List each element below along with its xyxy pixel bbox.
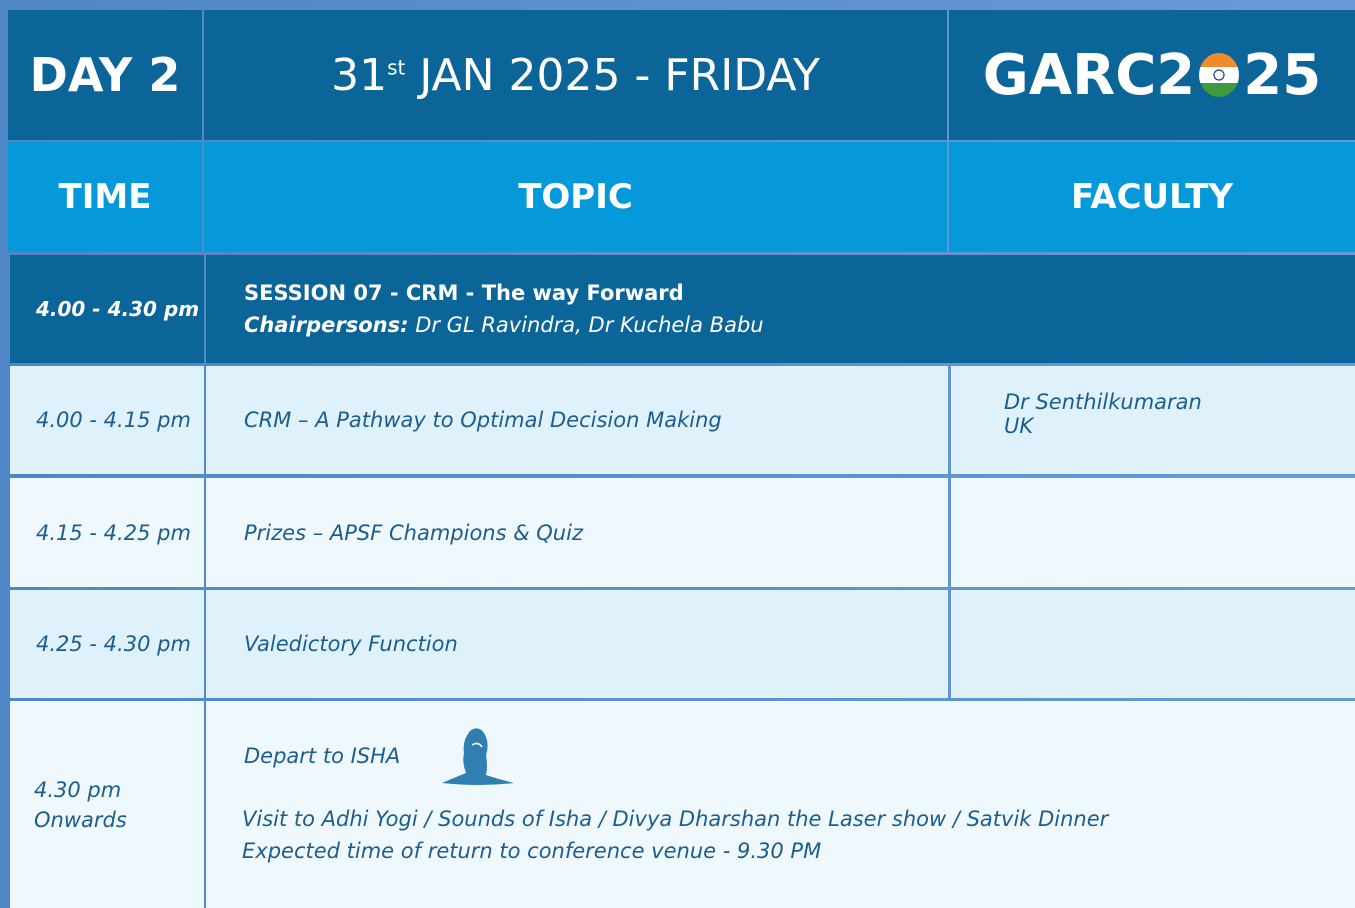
col-head: TIME bbox=[8, 142, 202, 252]
faculty: Dr Senthilkumaran bbox=[1004, 390, 1202, 414]
topic-cell: CRM – A Pathway to Optimal Decision Maki… bbox=[206, 366, 948, 474]
time: 4.00 - 4.15 pm bbox=[36, 408, 191, 432]
chair-label: Chairpersons: bbox=[244, 313, 409, 337]
col-head: FACULTY bbox=[949, 142, 1355, 252]
logo-right: 25 bbox=[1243, 42, 1322, 108]
line: Visit to Adhi Yogi / Sounds of Isha / Di… bbox=[242, 807, 1109, 831]
topic: Prizes – APSF Champions & Quiz bbox=[244, 520, 583, 545]
topic: CRM – A Pathway to Optimal Decision Maki… bbox=[244, 408, 722, 432]
day-cell: DAY 2 bbox=[8, 10, 202, 140]
logo-cell: GARC2 25 bbox=[949, 10, 1355, 140]
time-cell: 4.25 - 4.30 pm bbox=[10, 590, 204, 698]
logo-left: GARC2 bbox=[982, 42, 1196, 108]
time-cell: 4.15 - 4.25 pm bbox=[10, 478, 204, 587]
session-time: 4.00 - 4.30 pm bbox=[10, 255, 204, 363]
depart-line: Depart to ISHA bbox=[242, 721, 1355, 791]
time-cell: 4.30 pm Onwards bbox=[10, 701, 204, 908]
day: DAY 2 bbox=[29, 48, 181, 102]
faculty-place: UK bbox=[1004, 414, 1034, 438]
topic: Valedictory Function bbox=[244, 632, 458, 656]
time: 4.00 - 4.30 pm bbox=[36, 297, 200, 321]
col-time: TIME bbox=[58, 177, 152, 217]
date-cell: 31st JAN 2025 - FRIDAY bbox=[204, 10, 947, 140]
time: 4.30 pm bbox=[34, 777, 122, 802]
logo: GARC2 25 bbox=[983, 43, 1321, 108]
time: 4.15 - 4.25 pm bbox=[36, 520, 191, 545]
depart: Depart to ISHA bbox=[244, 744, 401, 768]
col-head: TOPIC bbox=[204, 142, 947, 252]
faculty-cell bbox=[951, 478, 1355, 587]
session-cell: SESSION 07 - CRM - The way Forward Chair… bbox=[206, 255, 1355, 363]
time: Onwards bbox=[34, 807, 127, 832]
date-suffix: st bbox=[387, 54, 406, 79]
faculty-cell: Dr Senthilkumaran UK bbox=[951, 366, 1355, 474]
time: 4.25 - 4.30 pm bbox=[36, 632, 191, 656]
chair-names: Dr GL Ravindra, Dr Kuchela Babu bbox=[415, 313, 764, 337]
col-topic: TOPIC bbox=[518, 177, 633, 217]
date-rest: JAN 2025 - FRIDAY bbox=[419, 49, 820, 101]
adiyogi-icon bbox=[442, 728, 515, 785]
time-cell: 4.00 - 4.15 pm bbox=[10, 366, 204, 474]
chairs: Chairpersons: Dr GL Ravindra, Dr Kuchela… bbox=[244, 313, 1355, 337]
faculty-cell bbox=[951, 590, 1355, 698]
flag-zero bbox=[1199, 53, 1240, 97]
topic-cell: Prizes – APSF Champions & Quiz bbox=[206, 478, 948, 587]
col-faculty: FACULTY bbox=[1070, 177, 1234, 217]
date: 31st JAN 2025 - FRIDAY bbox=[331, 50, 820, 101]
line: Expected time of return to conference ve… bbox=[242, 839, 822, 863]
date-day: 31 bbox=[331, 49, 388, 101]
topic-cell: Valedictory Function bbox=[206, 590, 948, 698]
final-cell: Depart to ISHA Visit to Adhi Yogi / Soun… bbox=[206, 701, 1355, 908]
session-title: SESSION 07 - CRM - The way Forward bbox=[244, 281, 684, 305]
